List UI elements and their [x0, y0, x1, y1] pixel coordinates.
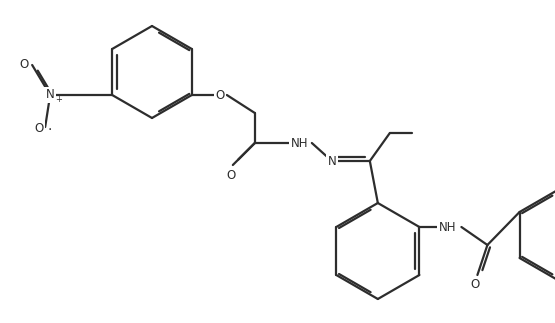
Text: O: O	[226, 169, 235, 182]
Text: O: O	[215, 89, 224, 101]
Text: NH: NH	[291, 137, 309, 150]
Text: O: O	[34, 122, 44, 136]
Text: NH: NH	[438, 221, 456, 234]
Text: O: O	[471, 278, 480, 291]
Text: N: N	[46, 89, 54, 101]
Text: O: O	[19, 58, 29, 71]
Text: ·: ·	[47, 123, 52, 137]
Text: +: +	[55, 95, 62, 104]
Text: N: N	[327, 154, 336, 168]
